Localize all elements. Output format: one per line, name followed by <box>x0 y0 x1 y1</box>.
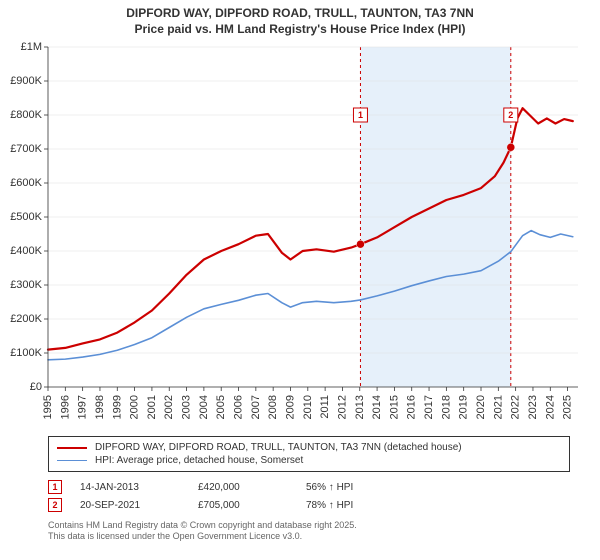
footnote: Contains HM Land Registry data © Crown c… <box>48 520 570 543</box>
markers-table: 1 14-JAN-2013 £420,000 56% ↑ HPI 2 20-SEP-202… <box>48 478 570 514</box>
svg-text:£700K: £700K <box>10 143 42 155</box>
svg-text:1998: 1998 <box>94 395 106 419</box>
svg-text:2007: 2007 <box>250 395 262 419</box>
svg-text:1999: 1999 <box>111 395 123 419</box>
legend-swatch <box>57 447 87 449</box>
marker-date: 20-SEP-2021 <box>80 500 180 511</box>
legend-item: DIPFORD WAY, DIPFORD ROAD, TRULL, TAUNTO… <box>57 441 561 454</box>
svg-text:£1M: £1M <box>21 41 42 53</box>
marker-row: 2 20-SEP-2021 £705,000 78% ↑ HPI <box>48 496 570 514</box>
svg-text:2014: 2014 <box>371 395 383 419</box>
svg-text:£300K: £300K <box>10 279 42 291</box>
svg-text:2006: 2006 <box>233 395 245 419</box>
line-chart: £0 £100K £200K £300K £400K £500K £600K £700K £80… <box>0 37 600 432</box>
svg-text:£400K: £400K <box>10 245 42 257</box>
svg-text:1997: 1997 <box>77 395 89 419</box>
svg-text:2013: 2013 <box>354 395 366 419</box>
svg-text:2: 2 <box>508 110 513 120</box>
marker-row: 1 14-JAN-2013 £420,000 56% ↑ HPI <box>48 478 570 496</box>
marker-price: £420,000 <box>198 482 288 493</box>
svg-text:£200K: £200K <box>10 313 42 325</box>
svg-text:2015: 2015 <box>388 395 400 419</box>
svg-text:2010: 2010 <box>302 395 314 419</box>
svg-text:2012: 2012 <box>336 395 348 419</box>
svg-text:2005: 2005 <box>215 395 227 419</box>
svg-text:2000: 2000 <box>129 395 141 419</box>
svg-text:1995: 1995 <box>42 395 54 419</box>
title-line2: Price paid vs. HM Land Registry's House … <box>10 22 590 38</box>
svg-text:2004: 2004 <box>198 395 210 419</box>
chart-title: DIPFORD WAY, DIPFORD ROAD, TRULL, TAUNTO… <box>0 0 600 37</box>
marker-price: £705,000 <box>198 500 288 511</box>
svg-text:£600K: £600K <box>10 177 42 189</box>
legend-item: HPI: Average price, detached house, Some… <box>57 454 561 467</box>
svg-text:2023: 2023 <box>527 395 539 419</box>
svg-text:2022: 2022 <box>510 395 522 419</box>
svg-text:£900K: £900K <box>10 75 42 87</box>
svg-text:2020: 2020 <box>475 395 487 419</box>
legend-swatch <box>57 460 87 461</box>
svg-text:2025: 2025 <box>562 395 574 419</box>
svg-text:£500K: £500K <box>10 211 42 223</box>
svg-text:2008: 2008 <box>267 395 279 419</box>
svg-text:2003: 2003 <box>181 395 193 419</box>
marker-date: 14-JAN-2013 <box>80 482 180 493</box>
svg-text:2019: 2019 <box>458 395 470 419</box>
footnote-line1: Contains HM Land Registry data © Crown c… <box>48 520 570 531</box>
svg-text:1996: 1996 <box>59 395 71 419</box>
marker-text: 78% ↑ HPI <box>306 500 570 511</box>
marker-badge: 1 <box>48 480 62 494</box>
svg-text:2017: 2017 <box>423 395 435 419</box>
svg-text:2002: 2002 <box>163 395 175 419</box>
svg-text:£0: £0 <box>30 381 42 393</box>
svg-text:£100K: £100K <box>10 347 42 359</box>
svg-text:2024: 2024 <box>544 395 556 419</box>
footnote-line2: This data is licensed under the Open Gov… <box>48 531 570 542</box>
marker-text: 56% ↑ HPI <box>306 482 570 493</box>
svg-text:2009: 2009 <box>284 395 296 419</box>
chart-area: £0 £100K £200K £300K £400K £500K £600K £700K £80… <box>0 37 600 432</box>
svg-text:£800K: £800K <box>10 109 42 121</box>
svg-text:2001: 2001 <box>146 395 158 419</box>
legend: DIPFORD WAY, DIPFORD ROAD, TRULL, TAUNTO… <box>48 436 570 472</box>
svg-text:2018: 2018 <box>440 395 452 419</box>
legend-label: HPI: Average price, detached house, Some… <box>95 455 303 466</box>
title-line1: DIPFORD WAY, DIPFORD ROAD, TRULL, TAUNTO… <box>10 6 590 22</box>
svg-text:1: 1 <box>358 110 363 120</box>
legend-label: DIPFORD WAY, DIPFORD ROAD, TRULL, TAUNTO… <box>95 442 462 453</box>
svg-text:2011: 2011 <box>319 395 331 419</box>
svg-text:2021: 2021 <box>492 395 504 419</box>
svg-text:2016: 2016 <box>406 395 418 419</box>
marker-badge: 2 <box>48 498 62 512</box>
